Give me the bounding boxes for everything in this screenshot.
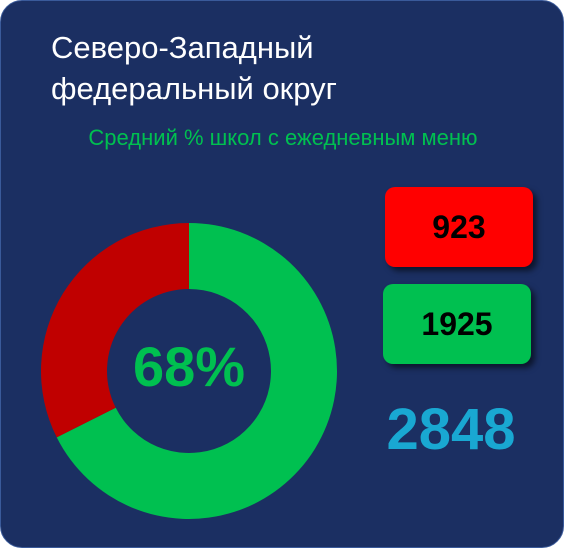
donut-slice bbox=[56, 223, 337, 519]
value-box: 923 bbox=[385, 187, 533, 267]
center-label: 68% bbox=[133, 335, 245, 398]
chart-title: Северо-Западный федеральный округ bbox=[51, 30, 337, 106]
chart-subtitle: Средний % школ с ежедневным меню bbox=[88, 125, 478, 150]
value-box: 1925 bbox=[383, 284, 531, 364]
total-value: 2848 bbox=[386, 397, 516, 462]
donut-slice bbox=[40, 223, 189, 438]
